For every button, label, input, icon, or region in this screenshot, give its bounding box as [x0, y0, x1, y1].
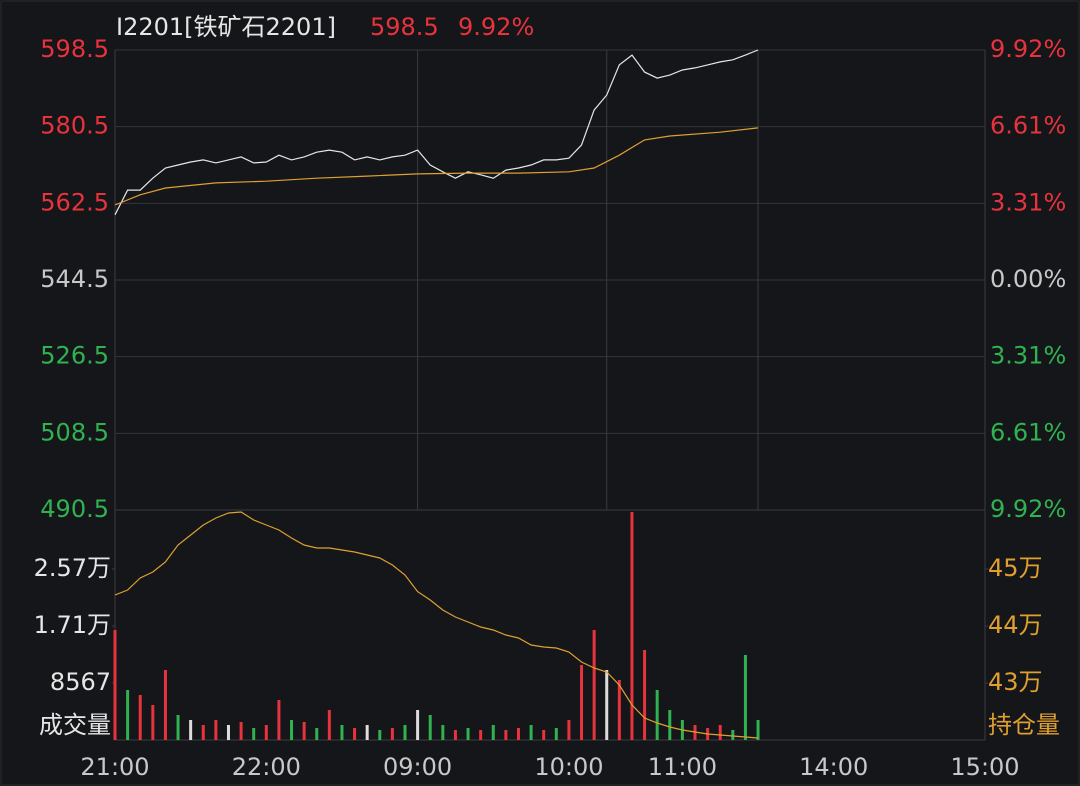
y2-tick-label: 6.61% [990, 418, 1066, 446]
y2-tick-label: 45万 [988, 554, 1043, 582]
x-tick-label: 14:00 [799, 753, 868, 781]
volume-bar [504, 729, 508, 740]
volume-bar [126, 689, 130, 740]
volume-bar [731, 729, 735, 740]
y-tick-label: 508.5 [40, 418, 109, 446]
y2-tick-label: 9.92% [990, 495, 1066, 523]
y-tick-label: 580.5 [40, 112, 109, 140]
x-tick-label: 11:00 [648, 753, 717, 781]
volume-bar [189, 719, 193, 740]
y-tick-label: 1.71万 [34, 611, 111, 639]
volume-bar [479, 729, 483, 740]
y2-tick-label: 3.31% [990, 188, 1066, 216]
y-tick-label: 490.5 [40, 495, 109, 523]
volume-bar [428, 714, 432, 740]
volume-bar [264, 724, 268, 740]
volume-bar [176, 714, 180, 740]
price-line [114, 49, 759, 216]
volume-bar [214, 719, 218, 740]
x-tick-label: 21:00 [80, 753, 149, 781]
volume-bar [302, 722, 306, 740]
volume-bar [365, 724, 369, 740]
volume-bar [592, 629, 596, 740]
volume-bar [516, 727, 520, 740]
volume-bar [554, 727, 558, 740]
volume-bar [277, 699, 281, 740]
volume-bar [163, 669, 167, 740]
y-tick-label: 526.5 [40, 342, 109, 370]
volume-bar [441, 724, 445, 740]
volume-bar [605, 669, 609, 740]
volume-bar [617, 679, 621, 740]
change-percent: 9.92% [458, 13, 534, 41]
volume-bar [756, 719, 760, 740]
volume-bar [138, 694, 142, 740]
y-tick-label: 2.57万 [34, 554, 111, 582]
y-tick-label: 598.5 [40, 35, 109, 63]
volume-bar [630, 511, 634, 740]
x-tick-label: 09:00 [383, 753, 452, 781]
volume-bar [655, 689, 659, 740]
instrument-name: I2201[铁矿石2201] [116, 13, 336, 41]
x-tick-label: 15:00 [950, 753, 1019, 781]
volume-bar [340, 724, 344, 740]
volume-bar [378, 729, 382, 740]
volume-bar [453, 729, 457, 740]
y2-tick-label: 9.92% [990, 35, 1066, 63]
volume-bar [353, 727, 357, 740]
volume-bar [567, 719, 571, 740]
volume-bar [416, 709, 420, 740]
volume-bar [403, 724, 407, 740]
volume-bar [718, 724, 722, 740]
price-line [114, 127, 759, 206]
volume-bar [668, 709, 672, 740]
y-tick-label: 562.5 [40, 188, 109, 216]
y2-tick-label: 43万 [988, 668, 1043, 696]
volume-bar [580, 664, 584, 740]
volume-bar [226, 724, 230, 740]
volume-bar [239, 722, 243, 740]
volume-bar [151, 704, 155, 740]
y2-tick-label: 6.61% [990, 112, 1066, 140]
x-tick-label: 22:00 [232, 753, 301, 781]
x-tick-label: 10:00 [534, 753, 603, 781]
volume-bar [466, 727, 470, 740]
volume-bar [643, 649, 647, 740]
y2-tick-label: 3.31% [990, 342, 1066, 370]
last-price: 598.5 [370, 13, 439, 41]
volume-bar [252, 727, 256, 740]
y-tick-label: 544.5 [40, 265, 109, 293]
volume-bar [113, 629, 117, 740]
volume-bar [542, 729, 546, 740]
y-tick-label: 8567 [50, 668, 111, 696]
open-interest-line [114, 511, 759, 739]
volume-bar [327, 709, 331, 740]
y-axis-label: 成交量 [39, 711, 111, 739]
volume-bar [491, 724, 495, 740]
volume-bar [390, 727, 394, 740]
volume-bar [315, 727, 319, 740]
volume-bar [529, 724, 533, 740]
y2-axis-label: 持仓量 [988, 711, 1060, 739]
y2-tick-label: 0.00% [990, 265, 1066, 293]
panel-border [114, 509, 986, 741]
volume-bar [743, 654, 747, 740]
y2-tick-label: 44万 [988, 611, 1043, 639]
volume-bar [201, 724, 205, 740]
volume-bar [290, 719, 294, 740]
